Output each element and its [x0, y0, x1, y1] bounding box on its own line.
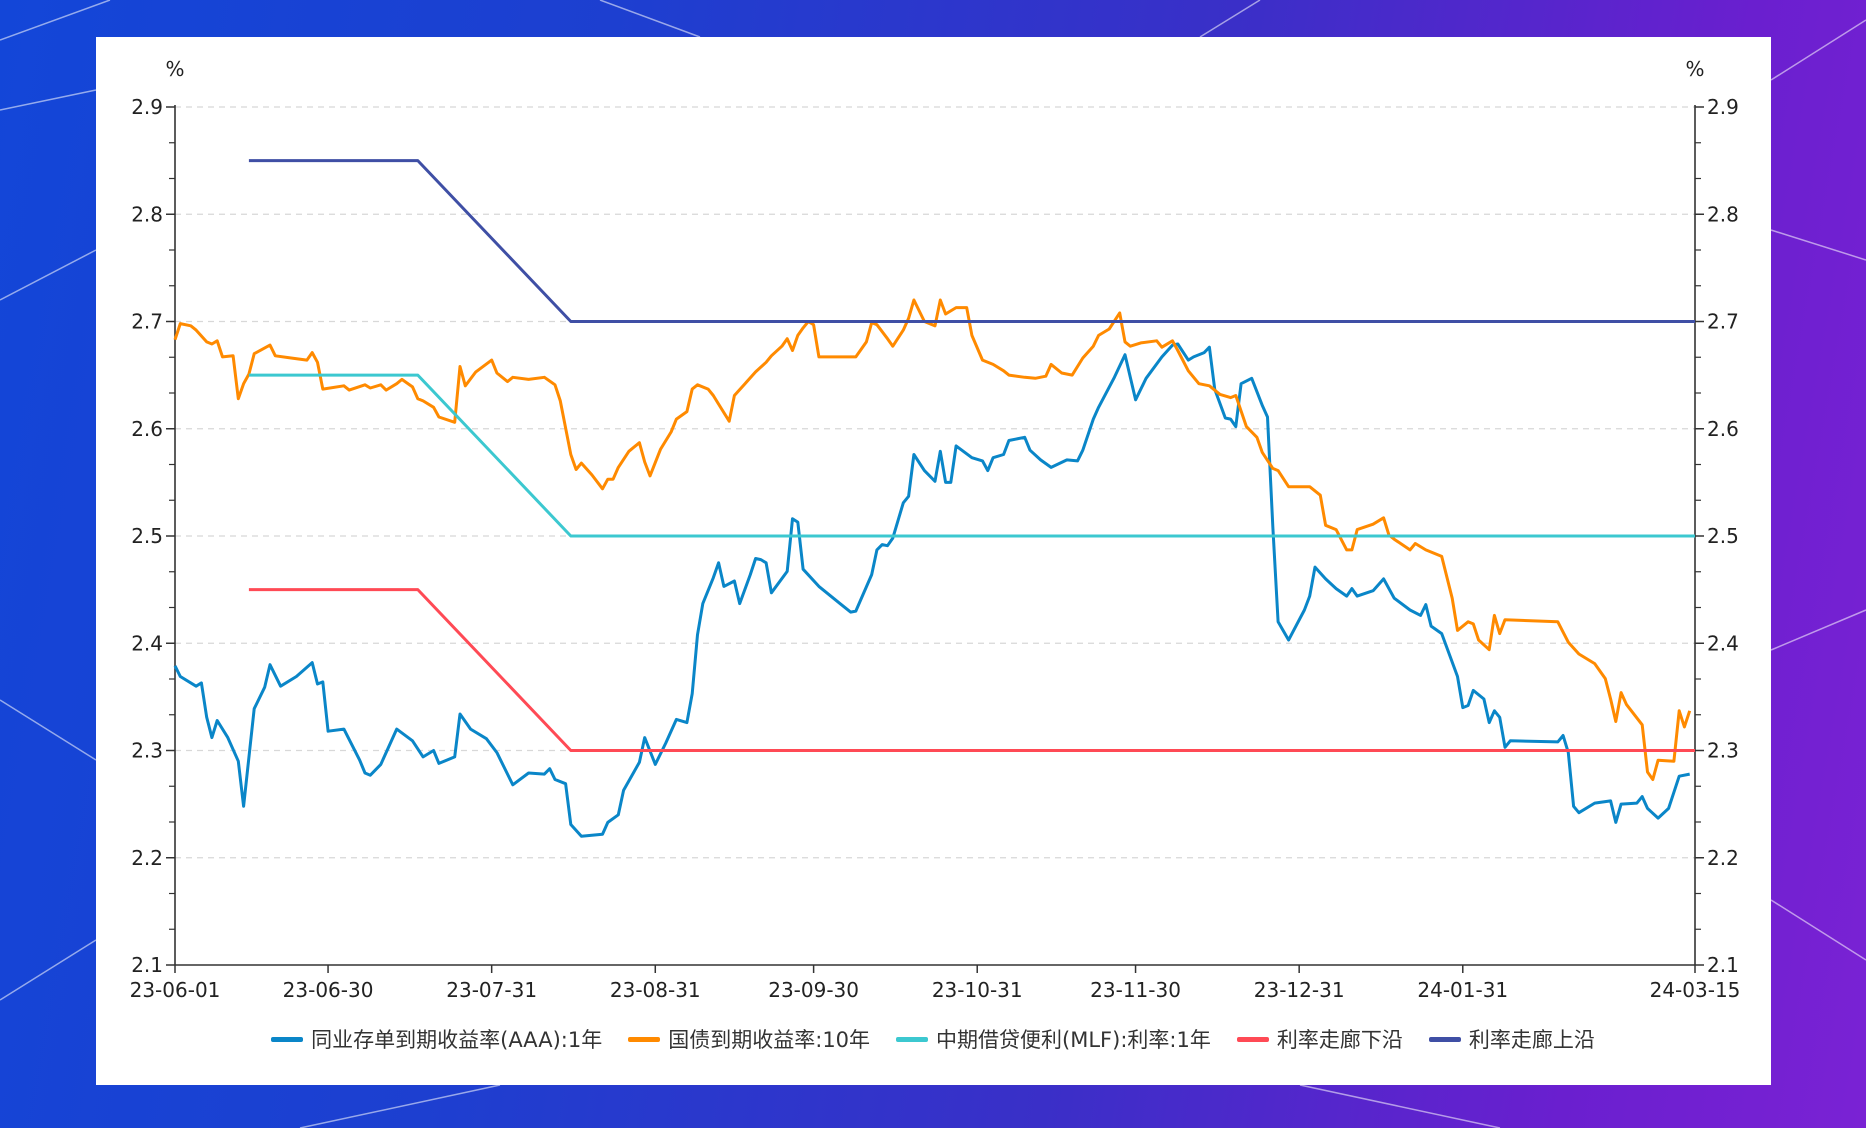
series-line-3 — [248, 588, 1695, 752]
series-line-2 — [248, 373, 1695, 538]
x-tick-label: 23-08-31 — [610, 978, 701, 1002]
y-tick-label-right: 2.5 — [1707, 524, 1739, 548]
legend-label: 利率走廊上沿 — [1468, 1028, 1595, 1052]
x-tick-label: 23-09-30 — [768, 978, 859, 1002]
y-tick-label-right: 2.1 — [1707, 953, 1739, 977]
series-line-4 — [248, 159, 1695, 323]
x-tick-label: 24-03-15 — [1650, 978, 1741, 1002]
x-tick-label: 23-10-31 — [932, 978, 1023, 1002]
legend-label: 中期借贷便利(MLF):利率:1年 — [936, 1028, 1211, 1052]
y-tick-label-right: 2.9 — [1707, 95, 1739, 119]
chart-panel — [96, 37, 1771, 1085]
legend-label: 利率走廊下沿 — [1276, 1028, 1403, 1052]
y-tick-label-left: 2.1 — [131, 953, 163, 977]
series-line-0 — [173, 342, 1690, 838]
legend-swatch — [271, 1036, 304, 1042]
y-axis-right-unit: % — [1685, 57, 1704, 81]
x-tick-label: 23-07-31 — [446, 978, 537, 1002]
legend-label: 国债到期收益率:10年 — [668, 1028, 871, 1052]
axes: 2.1 2.1 2.2 2.2 2.3 2.3 2.4 2.4 2.5 2.5 2.6 2.6 2.7 2… — [130, 95, 1741, 1002]
y-axis-left-unit: % — [165, 57, 184, 81]
y-tick-label-right: 2.4 — [1707, 631, 1739, 655]
series-line-1 — [173, 298, 1692, 781]
legend-item-govbond-10y[interactable]: 国债到期收益率:10年 — [628, 1024, 870, 1054]
y-tick-label-left: 2.3 — [131, 739, 163, 763]
y-tick-label-right: 2.7 — [1707, 310, 1739, 334]
y-tick-label-left: 2.2 — [131, 846, 163, 870]
y-tick-label-left: 2.5 — [131, 524, 163, 548]
legend-item-corridor-lower[interactable]: 利率走廊下沿 — [1236, 1024, 1403, 1054]
x-tick-label: 23-06-01 — [130, 978, 221, 1002]
legend-swatch — [1236, 1036, 1269, 1042]
y-tick-label-left: 2.7 — [131, 310, 163, 334]
x-tick-label: 24-01-31 — [1417, 978, 1508, 1002]
legend-item-ncd-1y[interactable]: 同业存单到期收益率(AAA):1年 — [271, 1024, 602, 1054]
x-tick-label: 23-12-31 — [1254, 978, 1345, 1002]
legend: 同业存单到期收益率(AAA):1年 国债到期收益率:10年 中期借贷便利(MLF… — [0, 1024, 1866, 1054]
x-tick-label: 23-11-30 — [1090, 978, 1181, 1002]
legend-item-mlf-1y[interactable]: 中期借贷便利(MLF):利率:1年 — [896, 1024, 1211, 1054]
y-tick-label-left: 2.4 — [131, 631, 163, 655]
y-tick-label-left: 2.8 — [131, 202, 163, 226]
y-tick-label-left: 2.6 — [131, 417, 163, 441]
legend-item-corridor-upper[interactable]: 利率走廊上沿 — [1428, 1024, 1595, 1054]
y-tick-label-right: 2.6 — [1707, 417, 1739, 441]
y-tick-label-right: 2.8 — [1707, 202, 1739, 226]
series-group — [173, 159, 1695, 838]
legend-label: 同业存单到期收益率(AAA):1年 — [311, 1028, 603, 1052]
y-tick-label-left: 2.9 — [131, 95, 163, 119]
legend-swatch — [628, 1036, 661, 1042]
y-tick-label-right: 2.3 — [1707, 739, 1739, 763]
y-tick-label-right: 2.2 — [1707, 846, 1739, 870]
x-tick-label: 23-06-30 — [283, 978, 374, 1002]
legend-swatch — [896, 1036, 929, 1042]
legend-swatch — [1428, 1036, 1461, 1042]
